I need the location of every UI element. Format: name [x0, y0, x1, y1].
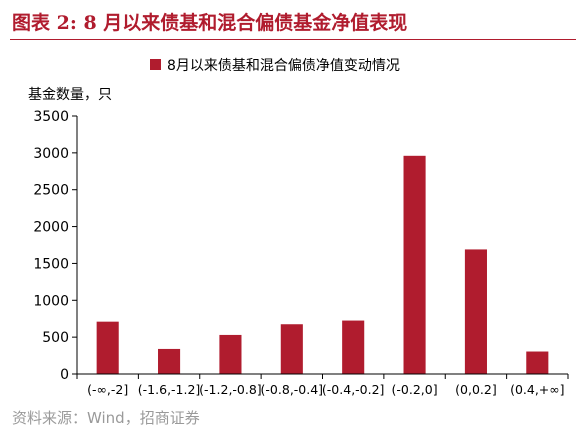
figure-title: 图表 2: 8 月以来债基和混合偏债基金净值表现 — [12, 12, 408, 34]
x-tick-label: (-1.6,-1.2] — [138, 382, 201, 397]
x-tick-label: (-0.4,-0.2] — [322, 382, 385, 397]
y-axis: 0 500 1000 1500 2000 2500 3000 3500 — [33, 109, 78, 383]
x-tick-label: (0.4,+∞] — [510, 382, 565, 397]
y-tick-label: 2500 — [33, 183, 69, 199]
y-tick-label: 500 — [42, 330, 69, 346]
title-divider — [10, 39, 576, 40]
bar — [403, 155, 426, 374]
bar — [280, 324, 303, 374]
bar — [464, 249, 487, 374]
bar — [342, 320, 365, 374]
y-tick-label: 1500 — [33, 256, 69, 272]
source-note: 资料来源：Wind，招商证券 — [12, 409, 200, 427]
x-tick-label: (-1.2,-0.8] — [199, 382, 262, 397]
y-tick-label: 0 — [60, 367, 69, 383]
bar — [96, 321, 119, 374]
bar — [219, 334, 242, 374]
x-axis: (-∞,-2] (-1.6,-1.2](-1.2,-0.8](-0.8,-0.4]… — [76, 373, 569, 397]
x-tick-label: (0,0.2] — [455, 382, 497, 397]
bars — [96, 155, 549, 374]
x-tick-label: (-0.8,-0.4] — [261, 382, 324, 397]
bar — [526, 351, 549, 374]
x-tick-label: (-∞,-2] — [87, 382, 128, 397]
legend: 8月以来债基和混合偏债净值变动情况 — [150, 57, 400, 74]
y-tick-label: 2000 — [33, 220, 69, 236]
y-tick-label: 1000 — [33, 293, 69, 309]
bar — [158, 348, 181, 374]
y-tick-label: 3500 — [33, 109, 69, 125]
y-axis-label: 基金数量，只 — [28, 86, 112, 103]
y-tick-label: 3000 — [33, 146, 69, 162]
legend-label: 8月以来债基和混合偏债净值变动情况 — [167, 57, 400, 74]
x-tick-label: (-0.2,0] — [392, 382, 438, 397]
legend-swatch — [150, 59, 161, 70]
